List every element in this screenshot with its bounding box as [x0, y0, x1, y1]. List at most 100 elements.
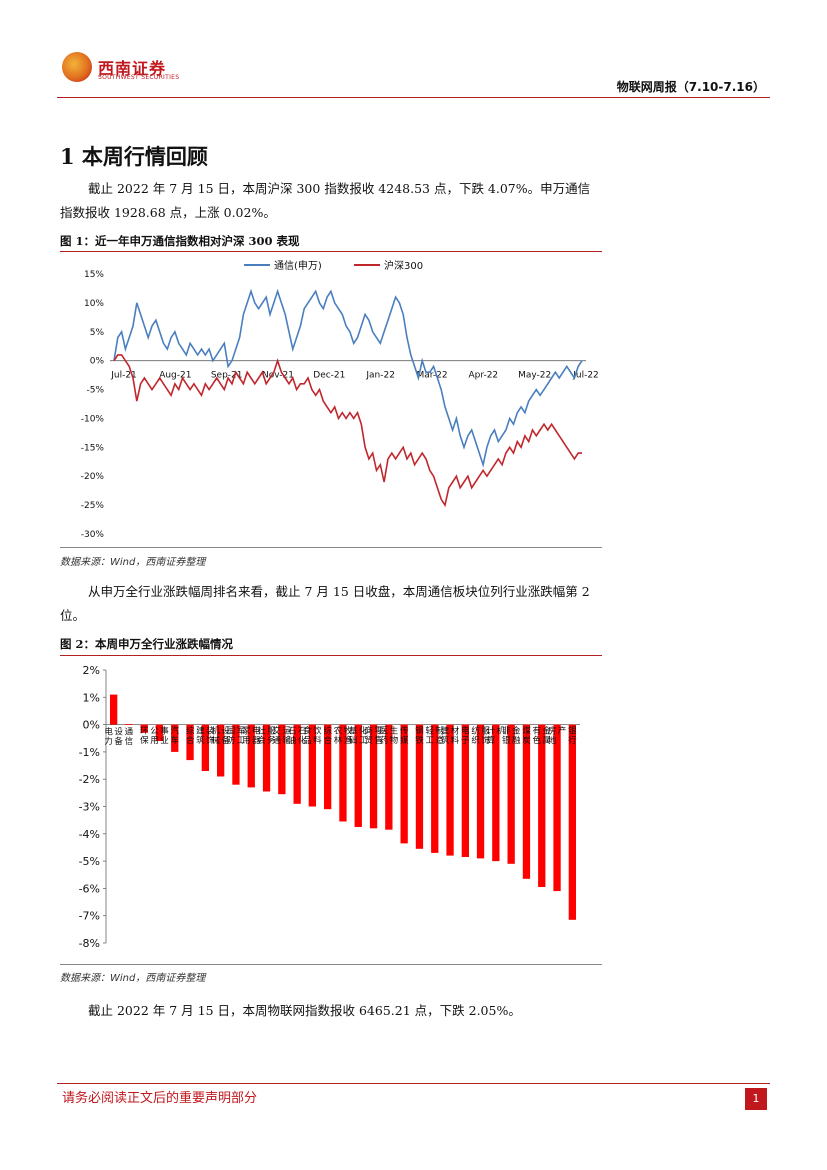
- y-tick-label: -6%: [79, 882, 100, 895]
- category-label: 有色金属: [533, 726, 552, 747]
- y-tick-label: 10%: [84, 299, 104, 309]
- figure-1-top-rule: [60, 251, 602, 252]
- footer-disclaimer-link[interactable]: 请务必阅读正文后的重要声明部分: [62, 1091, 258, 1106]
- x-tick-label: Dec-21: [313, 371, 345, 381]
- category-label: 综合: [186, 726, 195, 747]
- category-label: 食品饮料: [303, 726, 322, 747]
- bar: [339, 724, 347, 822]
- bar: [431, 724, 439, 853]
- category-label: 传媒: [400, 726, 409, 747]
- figure-2-bottom-rule: [60, 964, 602, 965]
- figure-2-label: 图 2：本周申万全行业涨跌幅情况: [60, 637, 234, 651]
- category-label: 交通运输: [273, 726, 292, 747]
- legend-label: 沪深300: [384, 259, 423, 272]
- bar: [155, 724, 164, 741]
- bar: [293, 724, 301, 804]
- category-label: 电子: [461, 726, 470, 747]
- y-tick-label: -30%: [81, 530, 105, 540]
- bar: [262, 724, 271, 792]
- legend-label: 通信(申万): [274, 259, 322, 272]
- bar: [110, 694, 118, 725]
- category-label: 商贸零售: [364, 726, 383, 747]
- bar: [125, 724, 133, 725]
- figure-1-bottom-rule: [60, 547, 602, 548]
- category-label: 银行: [568, 726, 577, 747]
- bar: [369, 724, 378, 829]
- y-tick-label: 0%: [90, 357, 105, 367]
- y-tick-label: -5%: [86, 386, 104, 396]
- y-tick-label: 2%: [83, 664, 100, 677]
- category-label: 计算机: [487, 726, 506, 747]
- category-label: 建筑材料: [441, 726, 460, 747]
- bar: [507, 724, 515, 864]
- bar: [385, 724, 393, 830]
- paragraph-industry-ranking: 从申万全行业涨跌幅周排名来看，截止 7 月 15 日收盘，本周通信板块位列行业涨…: [60, 584, 590, 623]
- series-line-telecom: [113, 288, 583, 468]
- category-label: 通信: [125, 727, 134, 748]
- category-label: 社会服务: [257, 726, 276, 747]
- x-tick-label: Sep-21: [211, 371, 243, 381]
- y-tick-label: -8%: [79, 937, 100, 950]
- bar: [492, 724, 500, 862]
- y-tick-label: 5%: [90, 328, 105, 338]
- y-tick-label: -15%: [81, 443, 105, 453]
- section-title: 1 本周行情回顾: [60, 144, 208, 169]
- y-tick-label: -1%: [79, 746, 100, 759]
- bar: [232, 724, 240, 785]
- category-label: 基础化工: [349, 726, 368, 747]
- y-tick-label: -4%: [79, 828, 100, 841]
- footer-divider: [57, 1083, 770, 1084]
- bar: [522, 724, 531, 879]
- bar: [461, 724, 469, 857]
- category-label: 纺织服饰: [471, 726, 490, 747]
- bar: [324, 724, 332, 810]
- header-divider: [57, 97, 770, 98]
- y-tick-label: -7%: [79, 910, 100, 923]
- report-title: 物联网周报（7.10-7.16）: [616, 80, 765, 94]
- bar: [247, 724, 255, 788]
- y-tick-label: -20%: [81, 472, 105, 482]
- category-label: 轻工制造: [425, 726, 444, 747]
- category-label: 综合: [323, 726, 332, 747]
- category-label: 房地产: [548, 726, 567, 747]
- y-tick-label: 0%: [83, 719, 100, 732]
- y-tick-label: 15%: [84, 270, 104, 280]
- category-label: 家用电器: [242, 726, 261, 747]
- series-line-hs300: [113, 354, 582, 508]
- x-tick-label: Apr-22: [468, 371, 498, 381]
- y-tick-label: -5%: [79, 855, 100, 868]
- category-label: 钢铁: [415, 726, 424, 747]
- figure-1-label: 图 1：近一年申万通信指数相对沪深 300 表现: [60, 234, 300, 248]
- x-tick-label: Aug-21: [159, 371, 191, 381]
- bar: [415, 724, 424, 849]
- x-tick-label: Jan-22: [365, 371, 395, 381]
- figure-2-top-rule: [60, 655, 602, 656]
- category-label: 石油石化: [288, 727, 307, 747]
- bar: [476, 724, 485, 859]
- bar: [217, 724, 225, 777]
- category-label: 国防军工: [227, 727, 246, 747]
- category-label: 环保: [140, 727, 149, 747]
- x-tick-label: Nov-21: [262, 371, 294, 381]
- y-tick-label: -10%: [81, 414, 105, 424]
- bar: [201, 724, 209, 771]
- category-label: 建筑装饰: [196, 726, 215, 747]
- x-tick-label: May-22: [518, 371, 551, 381]
- y-tick-label: 1%: [83, 691, 100, 704]
- bar: [553, 724, 561, 892]
- paragraph-iot-index: 截止 2022 年 7 月 15 日，本周物联网指数报收 6465.21 点，下…: [88, 1003, 521, 1018]
- y-tick-label: -3%: [79, 801, 100, 814]
- x-tick-label: Mar-22: [416, 371, 447, 381]
- bar: [568, 724, 576, 920]
- paragraph-market-summary: 截止 2022 年 7 月 15 日，本周沪深 300 指数报收 4248.53…: [60, 181, 591, 220]
- bar: [171, 724, 179, 752]
- page-number: 1: [745, 1088, 767, 1110]
- brand-name-cn: 西南证券: [98, 59, 167, 78]
- brand-logo-icon: [62, 52, 92, 82]
- x-tick-label: Jul-21: [110, 371, 137, 381]
- bar: [140, 724, 148, 733]
- brand-name-en: SOUTHWEST SECURITIES: [98, 74, 180, 81]
- figure-1-source: 数据来源：Wind，西南证券整理: [60, 557, 206, 568]
- category-label: 电力设备: [104, 727, 123, 748]
- bar: [308, 724, 316, 807]
